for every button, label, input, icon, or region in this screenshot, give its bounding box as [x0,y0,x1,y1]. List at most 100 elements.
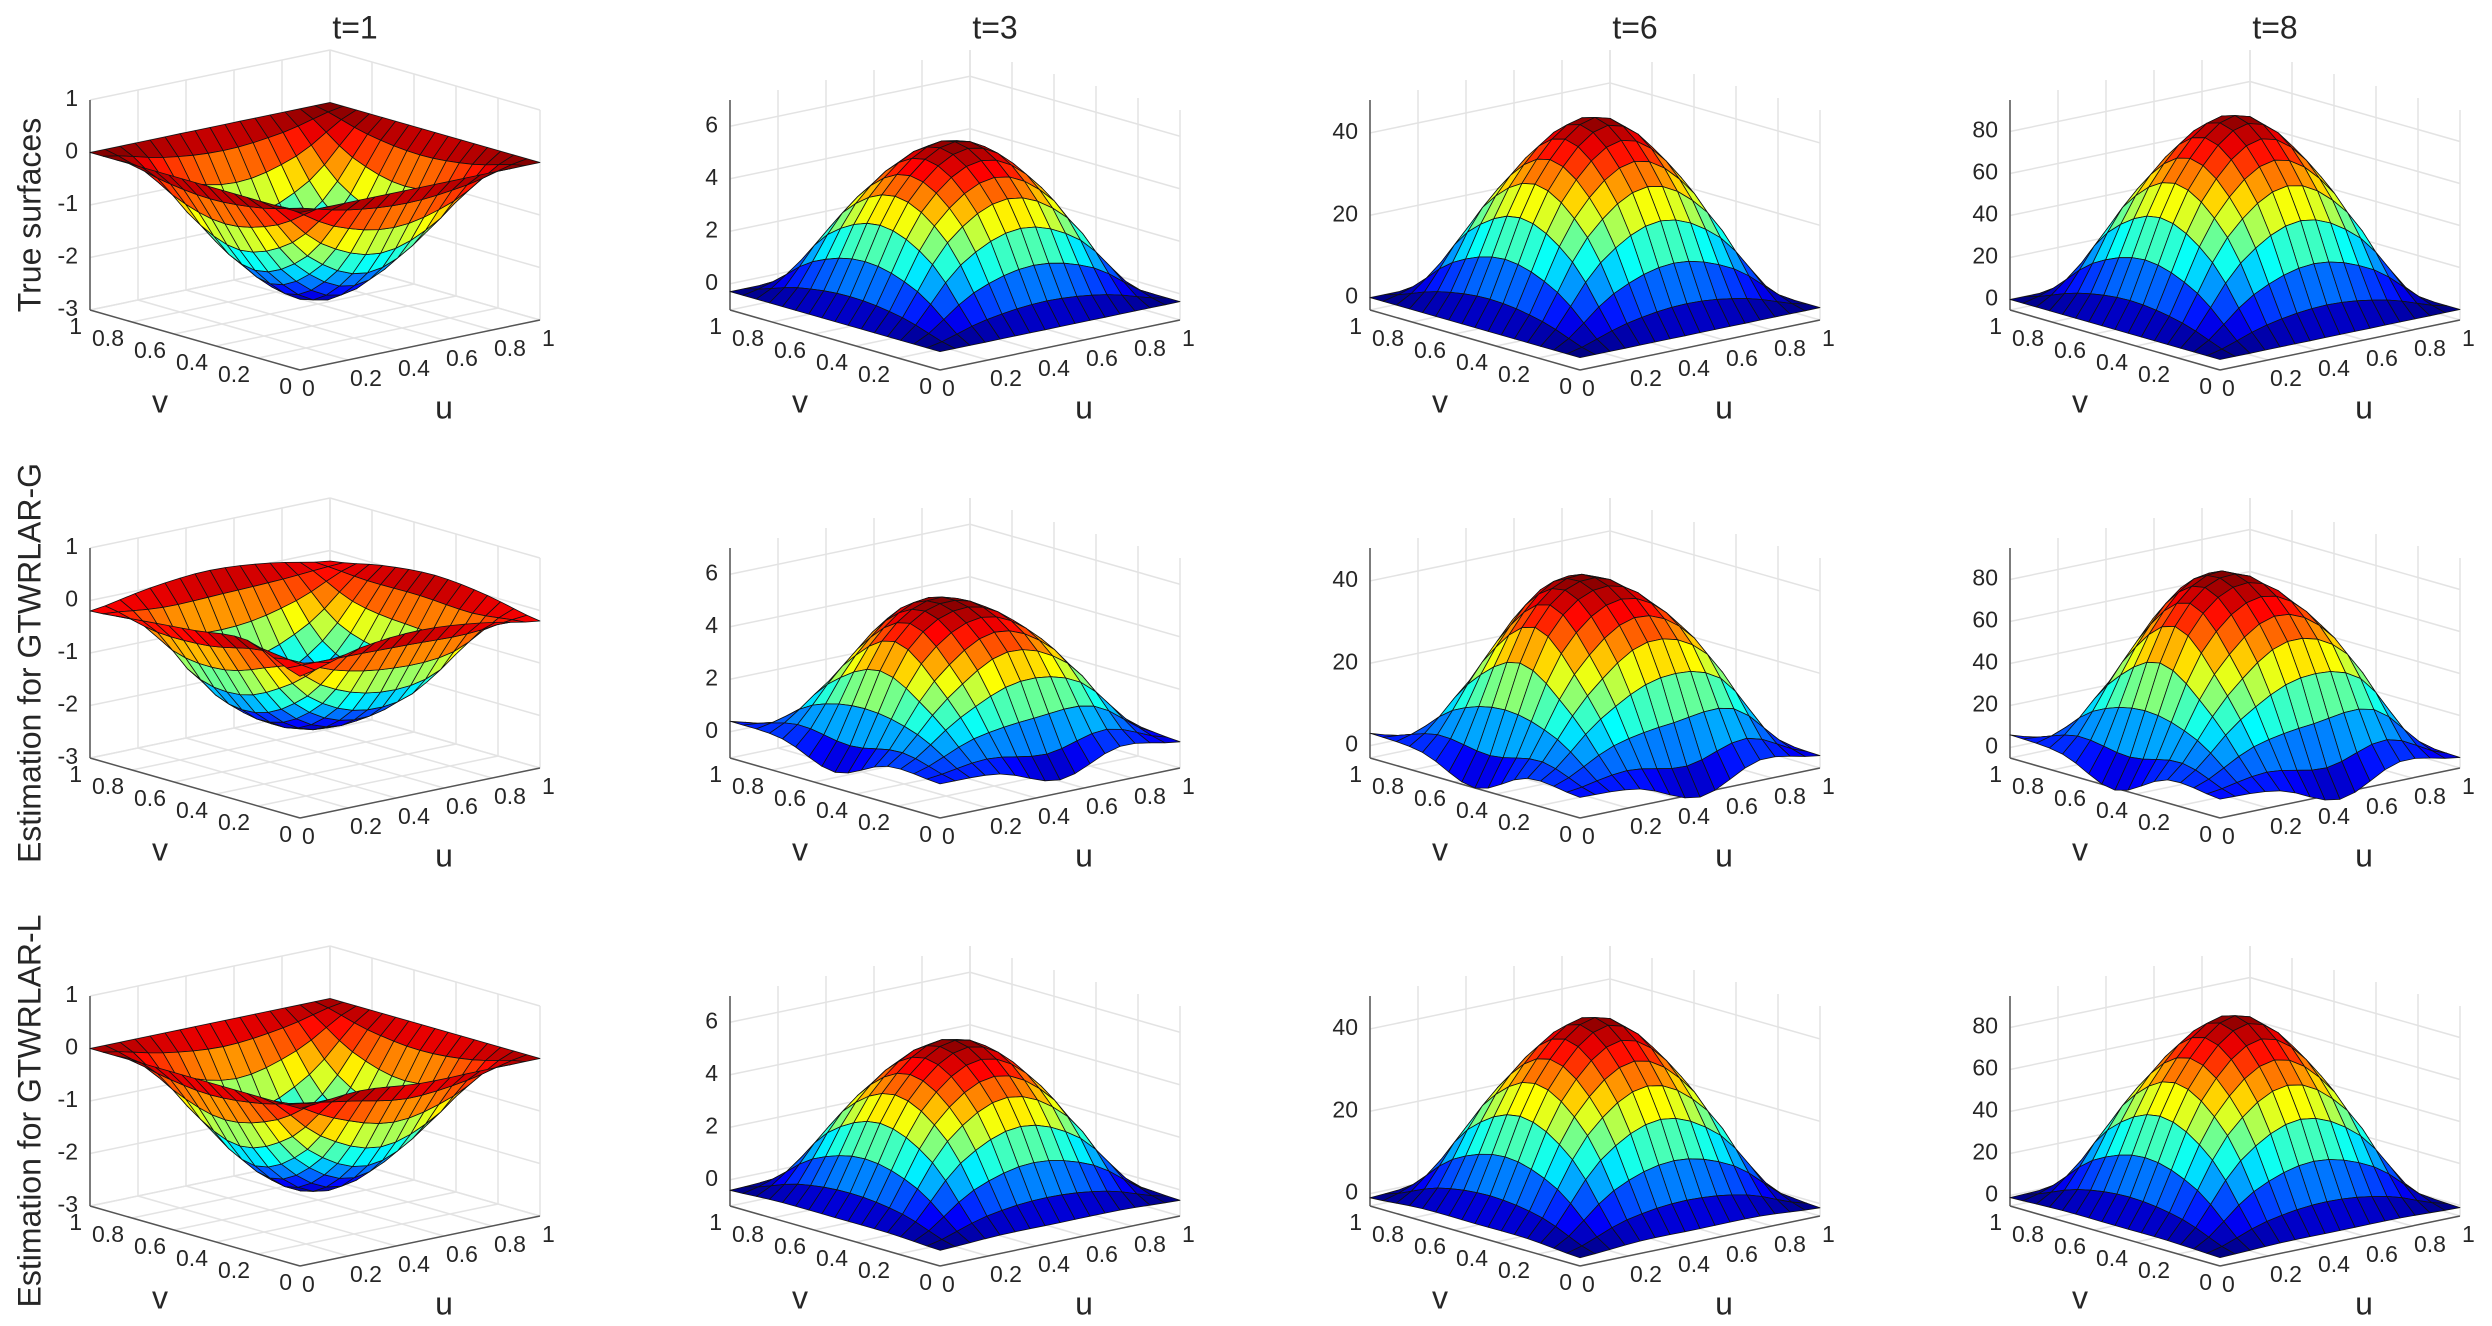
v-tick-label: 0.4 [2096,1245,2128,1271]
axis-line [1579,1215,1821,1267]
v-tick-label: 1 [1349,1209,1362,1235]
grid-line [89,945,331,997]
v-tick-label: 0 [919,373,932,399]
column-title: t=1 [332,9,377,45]
v-tick-label: 0 [279,373,292,399]
grid-line [89,49,331,101]
axis-line [89,1205,301,1267]
v-tick-label: 0.2 [1498,1257,1530,1283]
u-tick-label: 0.8 [1134,783,1166,809]
v-axis-label: v [2072,831,2088,867]
surface-patch [2206,1246,2236,1258]
u-tick-label: 0.6 [1086,1241,1118,1267]
u-axis-label: u [1715,837,1733,873]
grid-line [173,283,415,335]
u-tick-label: 0.8 [1774,783,1806,809]
u-tick-label: 0.2 [990,365,1022,391]
v-tick-label: 0.8 [732,325,764,351]
grid-line [329,945,541,1007]
v-tick-label: 0.4 [176,797,208,823]
u-tick-label: 0.2 [2270,1261,2302,1287]
column-title: t=3 [972,9,1017,45]
grid-line [1609,530,1821,592]
u-axis-label: u [2355,1285,2373,1321]
u-tick-label: 1 [542,325,555,351]
u-tick-label: 0.2 [1630,365,1662,391]
z-tick-label: 60 [1972,159,1998,185]
u-tick-label: 1 [2462,325,2475,351]
z-tick-label: 0 [1985,1181,1998,1207]
z-tick-label: 1 [65,85,78,111]
surface-patch [286,1102,316,1109]
v-tick-label: 1 [1349,313,1362,339]
u-tick-label: 0.4 [1678,803,1710,829]
surface-panel: 0 2 4 6 0 0.2 0.4 0.6 0.8 1 0 0.2 0.4 0.6 0.8 1 u v t=3 [705,9,1195,425]
z-tick-label: 4 [705,1060,718,1086]
v-tick-label: 0.4 [2096,797,2128,823]
z-tick-label: 40 [1972,1097,1998,1123]
grid-line [233,727,445,789]
grid-line [233,279,445,341]
z-tick-label: 60 [1972,607,1998,633]
z-tick-label: 40 [1972,649,1998,675]
v-tick-label: 1 [1989,313,2002,339]
grid-line [131,719,373,771]
v-axis-label: v [2072,383,2088,419]
v-tick-label: 0 [2199,821,2212,847]
surface-panel: 0 20 40 0 0.2 0.4 0.6 0.8 1 0 0.2 0.4 0.6 0.8 1 u v t=6 [1332,9,1834,425]
v-tick-label: 0.8 [732,773,764,799]
u-tick-label: 0.4 [398,803,430,829]
u-tick-label: 0.2 [350,1261,382,1287]
u-tick-label: 1 [542,773,555,799]
grid-line [185,289,397,351]
z-tick-label: 80 [1972,117,1998,143]
v-tick-label: 0.6 [134,337,166,363]
v-tick-label: 0.6 [2054,337,2086,363]
z-tick-label: 0 [65,1034,78,1060]
u-tick-label: 0.2 [1630,813,1662,839]
u-tick-label: 0 [302,1271,315,1297]
grid-line [969,971,1181,1033]
surface-panel: 0 20 40 0 0.2 0.4 0.6 0.8 1 0 0.2 0.4 0.6 0.8 1 u v [1332,498,1835,873]
z-tick-label: 20 [1332,200,1358,226]
u-axis-label: u [2355,389,2373,425]
grid-line [173,1179,415,1231]
u-tick-label: 0 [1582,375,1595,401]
surface-patch [2206,788,2236,800]
u-tick-label: 0.6 [446,345,478,371]
v-tick-label: 0.2 [1498,361,1530,387]
surface-patch [286,207,316,213]
z-tick-label: 40 [1332,1014,1358,1040]
z-tick-label: -3 [58,1191,78,1217]
v-axis-label: v [792,383,808,419]
u-tick-label: 0 [2222,823,2235,849]
u-axis-label: u [435,389,453,425]
v-tick-label: 1 [709,313,722,339]
v-tick-label: 0.8 [2012,1221,2044,1247]
u-tick-label: 0.6 [1086,345,1118,371]
grid-line [969,1024,1181,1086]
axis-line [299,319,541,371]
column-title: t=6 [1612,9,1657,45]
v-tick-label: 0.4 [1456,349,1488,375]
grid-line [2009,976,2251,1029]
v-tick-label: 0.4 [176,1245,208,1271]
v-tick-label: 0.8 [92,325,124,351]
grid-line [137,1195,349,1257]
u-tick-label: 0.2 [2270,365,2302,391]
z-tick-label: 80 [1972,1013,1998,1039]
grid-line [729,576,971,628]
grid-line [329,497,541,559]
grid-line [2249,528,2461,591]
v-tick-label: 1 [69,313,82,339]
u-tick-label: 0.4 [2318,803,2350,829]
axis-line [89,757,301,819]
grid-line [2249,570,2461,633]
axis-line [89,309,301,371]
u-tick-label: 1 [1182,773,1195,799]
v-tick-label: 0.2 [1498,809,1530,835]
u-tick-label: 0.2 [350,813,382,839]
axis-line [939,767,1181,819]
